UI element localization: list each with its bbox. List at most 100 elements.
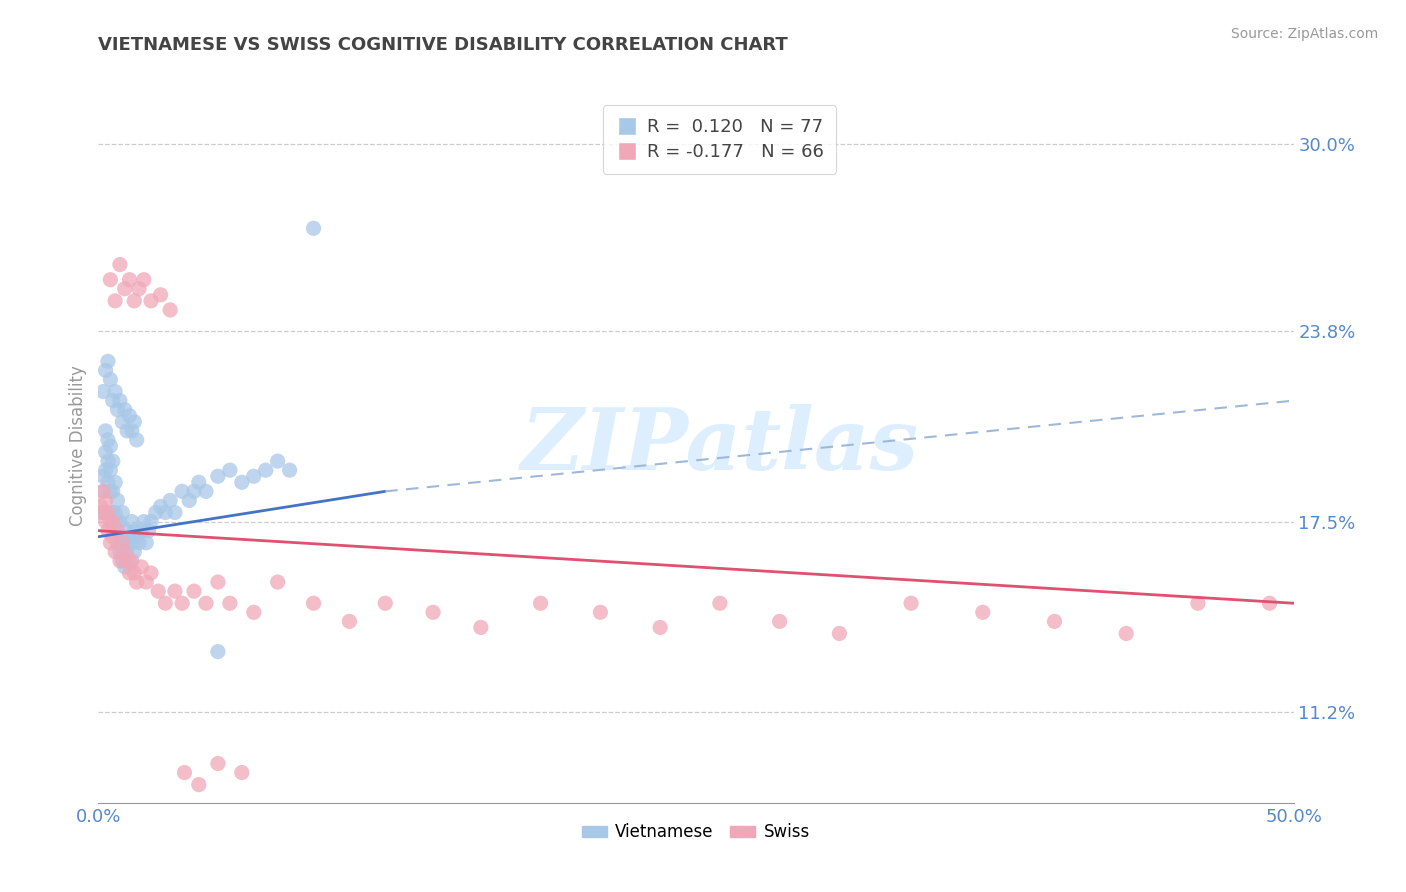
Point xyxy=(91,506,114,520)
Point xyxy=(172,596,194,610)
Point xyxy=(139,566,162,580)
Point xyxy=(900,596,922,610)
Point xyxy=(101,454,124,468)
Point xyxy=(243,605,266,619)
Point xyxy=(1258,596,1281,610)
Point xyxy=(159,302,181,317)
Point xyxy=(121,515,143,529)
Point xyxy=(101,506,124,520)
Point xyxy=(207,575,229,590)
Point xyxy=(115,424,138,438)
Point xyxy=(231,475,253,490)
Point xyxy=(195,484,218,499)
Point xyxy=(94,424,117,438)
Point xyxy=(125,433,148,447)
Point xyxy=(101,530,124,544)
Point xyxy=(138,524,160,538)
Point xyxy=(422,605,444,619)
Point xyxy=(173,765,195,780)
Point xyxy=(98,535,122,549)
Point xyxy=(90,506,112,520)
Point xyxy=(111,415,134,429)
Text: Source: ZipAtlas.com: Source: ZipAtlas.com xyxy=(1230,27,1378,41)
Point xyxy=(114,560,136,574)
Point xyxy=(107,535,129,549)
Point xyxy=(155,596,177,610)
Point xyxy=(131,560,153,574)
Point xyxy=(104,545,127,559)
Point xyxy=(124,524,146,538)
Point xyxy=(183,584,205,599)
Point xyxy=(118,409,141,423)
Point xyxy=(108,554,131,568)
Point xyxy=(104,293,127,308)
Point xyxy=(111,530,134,544)
Point xyxy=(132,273,155,287)
Point xyxy=(115,545,138,559)
Point xyxy=(118,530,141,544)
Point xyxy=(254,463,277,477)
Point xyxy=(374,596,396,610)
Point xyxy=(121,554,143,568)
Point xyxy=(179,493,201,508)
Point xyxy=(1043,615,1066,629)
Point xyxy=(128,535,150,549)
Y-axis label: Cognitive Disability: Cognitive Disability xyxy=(69,366,87,526)
Point xyxy=(149,500,172,514)
Point xyxy=(124,293,146,308)
Point xyxy=(104,384,127,399)
Point xyxy=(98,463,122,477)
Point xyxy=(267,454,290,468)
Point xyxy=(139,515,162,529)
Point xyxy=(104,524,127,538)
Point xyxy=(155,506,177,520)
Point xyxy=(107,515,129,529)
Point xyxy=(302,596,325,610)
Point xyxy=(125,575,148,590)
Point xyxy=(118,273,141,287)
Point xyxy=(828,626,851,640)
Point xyxy=(172,484,194,499)
Point xyxy=(114,402,136,417)
Point xyxy=(98,484,122,499)
Point xyxy=(135,535,157,549)
Point xyxy=(124,545,146,559)
Point xyxy=(97,524,120,538)
Point xyxy=(231,765,253,780)
Point xyxy=(267,575,290,590)
Point xyxy=(91,384,114,399)
Point xyxy=(115,524,138,538)
Point xyxy=(104,506,127,520)
Point xyxy=(114,535,136,549)
Point xyxy=(108,393,131,408)
Point xyxy=(145,506,167,520)
Text: ZIPatlas: ZIPatlas xyxy=(520,404,920,488)
Point xyxy=(108,258,131,272)
Point xyxy=(125,530,148,544)
Point xyxy=(90,500,112,514)
Point xyxy=(159,493,181,508)
Point xyxy=(107,402,129,417)
Point xyxy=(118,566,141,580)
Point xyxy=(121,424,143,438)
Point xyxy=(768,615,790,629)
Point xyxy=(163,506,186,520)
Point xyxy=(91,484,114,499)
Point xyxy=(94,363,117,377)
Point xyxy=(128,282,150,296)
Point xyxy=(1115,626,1137,640)
Point xyxy=(124,566,146,580)
Point xyxy=(111,506,134,520)
Point xyxy=(115,554,138,568)
Point xyxy=(135,575,157,590)
Point xyxy=(195,596,218,610)
Point xyxy=(107,493,129,508)
Legend: Vietnamese, Swiss: Vietnamese, Swiss xyxy=(575,817,817,848)
Point xyxy=(207,645,229,659)
Point xyxy=(94,493,117,508)
Point xyxy=(972,605,994,619)
Point xyxy=(149,288,172,302)
Point xyxy=(219,463,242,477)
Point xyxy=(589,605,612,619)
Point xyxy=(124,415,146,429)
